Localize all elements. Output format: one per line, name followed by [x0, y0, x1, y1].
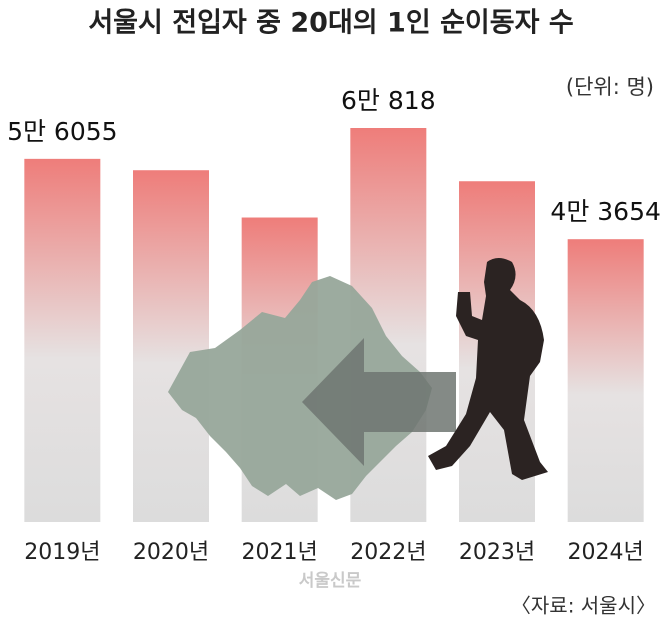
x-tick-label: 2024년: [568, 540, 644, 565]
source: 〈자료: 서울시〉: [511, 594, 656, 618]
seoul-map: [168, 276, 432, 500]
x-tick-label: 2020년: [133, 540, 209, 565]
x-tick-label: 2021년: [242, 540, 318, 565]
watermark: 서울신문: [299, 571, 362, 591]
walker: [428, 258, 548, 480]
unit-label: (단위: 명): [566, 75, 654, 99]
value-label: 5만 6055: [7, 117, 117, 146]
value-label: 4만 3654: [550, 197, 660, 226]
chart-title: 서울시 전입자 중 20대의 1인 순이동자 수: [88, 8, 573, 39]
x-tick-label: 2019년: [24, 540, 100, 565]
x-tick-label: 2023년: [459, 540, 535, 565]
bar: [567, 239, 644, 522]
x-tick-label: 2022년: [350, 540, 426, 565]
bar: [133, 170, 209, 522]
illustration: [168, 258, 548, 500]
bar: [24, 158, 101, 522]
arrow: [302, 338, 456, 466]
value-label: 6만 818: [341, 86, 436, 115]
